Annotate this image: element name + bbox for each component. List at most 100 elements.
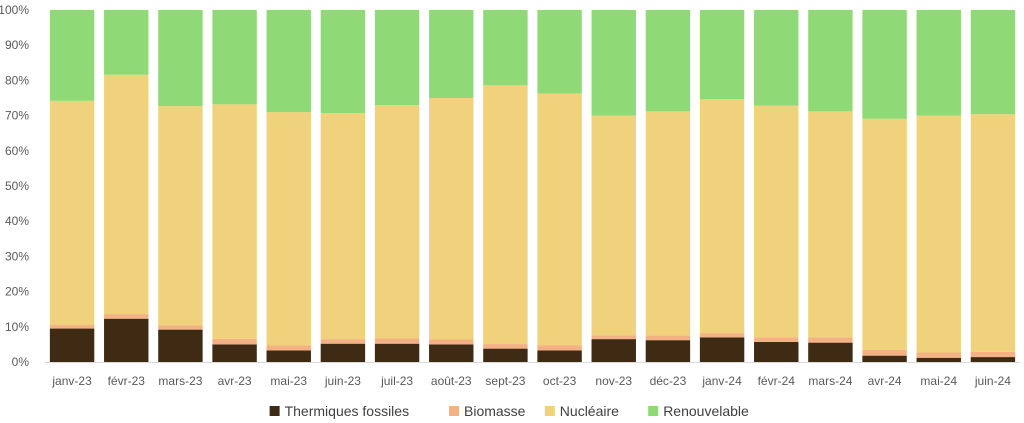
- y-tick-label: 90%: [5, 38, 29, 52]
- y-tick-label: 30%: [5, 249, 29, 263]
- bar-segment: [916, 115, 961, 353]
- bar-segment: [320, 10, 366, 114]
- legend: Thermiques fossiles Biomasse Nucléaire Reno…: [269, 403, 749, 419]
- legend-swatch: [269, 406, 280, 416]
- x-tick-label: oct-23: [543, 374, 577, 388]
- bar-segment: [808, 10, 853, 112]
- x-tick-label: avr-23: [218, 374, 252, 388]
- bar-segment: [104, 318, 149, 362]
- bar-segment: [591, 335, 636, 340]
- bar-segment: [158, 10, 203, 107]
- y-tick-label: 50%: [5, 179, 29, 193]
- bar-segment: [808, 342, 853, 362]
- bar-segment: [374, 343, 420, 362]
- bar-segment: [49, 10, 95, 101]
- bar-segment: [49, 328, 95, 362]
- bar-segment: [699, 337, 745, 362]
- bar-segment: [49, 325, 95, 329]
- bar-segment: [429, 339, 474, 345]
- x-tick-label: mai-24: [920, 374, 957, 388]
- bar-segment: [104, 10, 149, 75]
- x-tick-label: sept-23: [485, 374, 525, 388]
- bar-segment: [158, 106, 203, 326]
- bar-segment: [49, 100, 95, 326]
- bar-segment: [916, 10, 961, 116]
- bar-segment: [266, 10, 311, 113]
- y-tick-label: 20%: [5, 285, 29, 299]
- legend-swatch: [449, 406, 459, 416]
- bar-segment: [374, 10, 420, 106]
- legend-item: Thermiques fossiles: [269, 403, 410, 419]
- bar-segment: [320, 339, 366, 344]
- x-tick-label: nov-23: [595, 374, 632, 388]
- bar-segment: [754, 105, 799, 338]
- bar-segment: [483, 10, 528, 86]
- bar-segment: [374, 105, 420, 339]
- bar-segment: [483, 85, 528, 345]
- y-tick-label: 10%: [5, 320, 29, 334]
- bar-segment: [970, 114, 1016, 352]
- bar-segment: [429, 344, 474, 362]
- y-tick-label: 60%: [5, 144, 29, 158]
- bar-segment: [266, 345, 311, 351]
- bar-segment: [754, 337, 799, 342]
- x-tick-label: août-23: [431, 374, 472, 388]
- bar-segment: [645, 111, 691, 336]
- x-tick-label: févr-24: [758, 374, 796, 388]
- bar-segment: [916, 352, 961, 358]
- x-axis-ticks: janv-23 févr-23 mars-23 avr-23 mai-23 juin-23…: [51, 374, 1011, 388]
- legend-label: Nucléaire: [560, 403, 619, 419]
- y-tick-label: 40%: [5, 214, 29, 228]
- bar-segment: [699, 10, 745, 100]
- bar-segment: [591, 10, 636, 116]
- bar-segment: [754, 10, 799, 106]
- x-tick-label: mars-23: [158, 374, 202, 388]
- y-tick-label: 80%: [5, 73, 29, 87]
- x-tick-label: janv-24: [701, 374, 742, 388]
- x-tick-label: juin-24: [974, 374, 1011, 388]
- bar-segment: [970, 10, 1016, 115]
- bar-segment: [537, 93, 582, 346]
- bar-segment: [320, 343, 366, 362]
- legend-label: Biomasse: [464, 403, 526, 419]
- bars: [49, 10, 1016, 362]
- legend-item: Nucléaire: [544, 403, 619, 419]
- bar-segment: [537, 345, 582, 351]
- legend-item: Biomasse: [449, 403, 526, 419]
- bar-segment: [537, 350, 582, 362]
- x-tick-label: mars-24: [808, 374, 852, 388]
- bar-segment: [212, 104, 257, 339]
- bar-segment: [483, 344, 528, 349]
- bar-segment: [429, 10, 474, 98]
- bar-segment: [699, 333, 745, 338]
- bar-segment: [916, 357, 961, 362]
- x-tick-label: mai-23: [270, 374, 307, 388]
- bar-segment: [645, 340, 691, 362]
- bar-segment: [104, 74, 149, 315]
- bar-segment: [104, 314, 149, 319]
- legend-label: Thermiques fossiles: [285, 403, 410, 419]
- bar-segment: [754, 341, 799, 362]
- x-tick-label: avr-24: [868, 374, 902, 388]
- x-tick-label: févr-23: [108, 374, 146, 388]
- bar-segment: [537, 10, 582, 94]
- x-tick-label: juin-23: [324, 374, 361, 388]
- bar-segment: [212, 10, 257, 105]
- bar-segment: [591, 339, 636, 362]
- bar-segment: [808, 111, 853, 338]
- bar-segment: [699, 99, 745, 334]
- bar-segment: [862, 355, 907, 362]
- bar-segment: [591, 115, 636, 336]
- bar-segment: [212, 344, 257, 362]
- bar-segment: [970, 357, 1016, 362]
- x-tick-label: janv-23: [51, 374, 92, 388]
- bar-segment: [483, 348, 528, 362]
- bar-segment: [862, 10, 907, 119]
- legend-label: Renouvelable: [663, 403, 749, 419]
- x-tick-label: déc-23: [650, 374, 687, 388]
- bar-segment: [645, 335, 691, 341]
- bar-segment: [429, 98, 474, 340]
- y-tick-label: 70%: [5, 109, 29, 123]
- legend-swatch: [648, 406, 659, 416]
